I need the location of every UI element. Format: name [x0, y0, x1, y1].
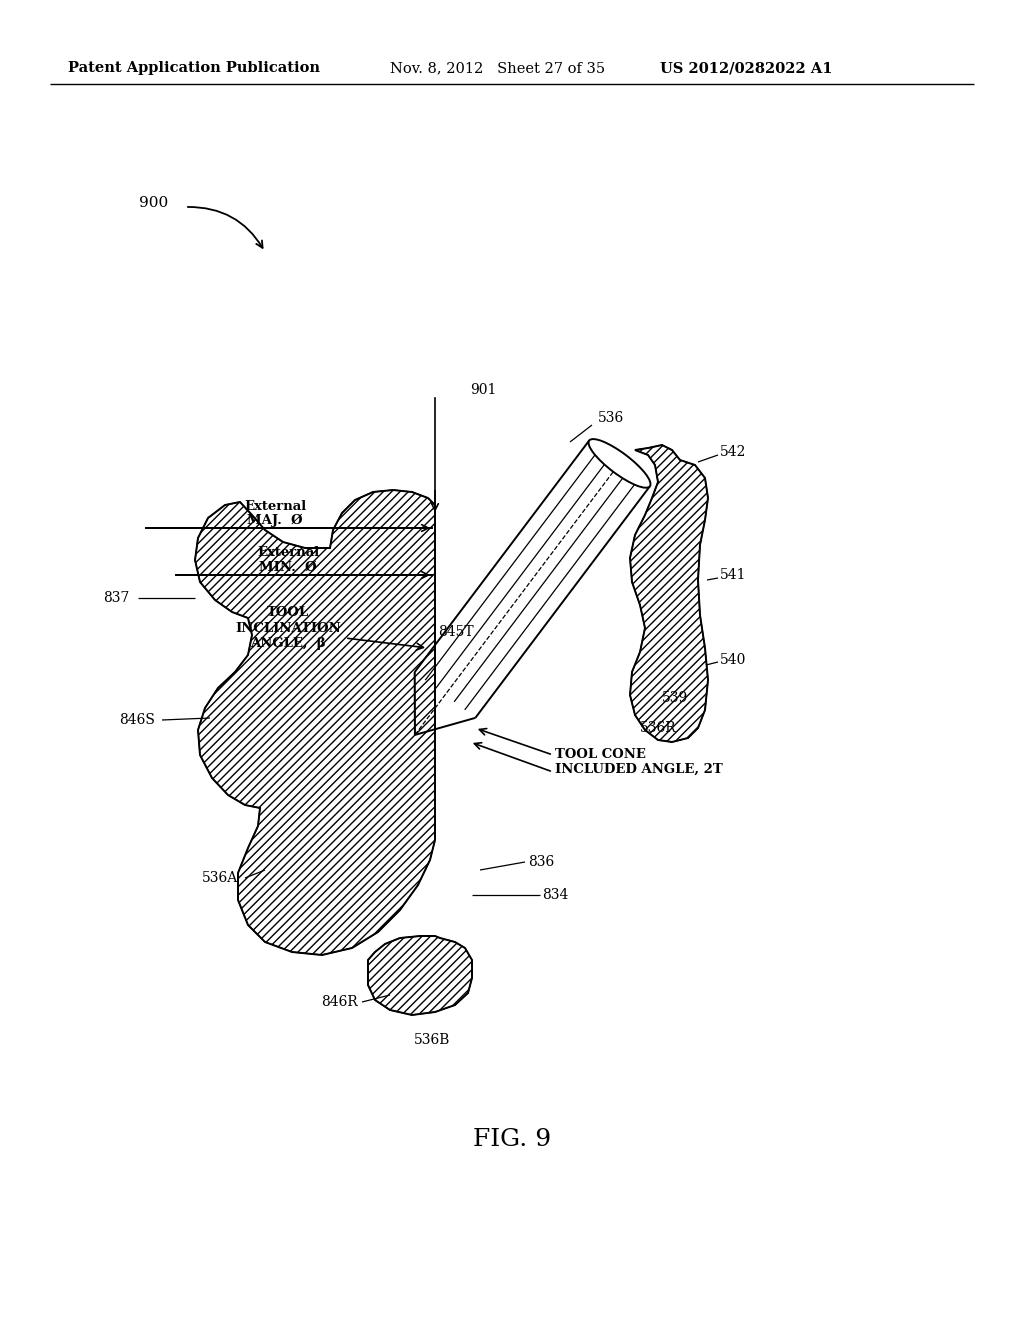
Text: FIG. 9: FIG. 9	[473, 1129, 551, 1151]
Text: 536: 536	[598, 411, 625, 425]
Polygon shape	[368, 936, 472, 1015]
Text: 540: 540	[720, 653, 746, 667]
Text: 901: 901	[470, 383, 497, 397]
Text: 845T: 845T	[438, 624, 474, 639]
Text: TOOL
INCLINATION
ANGLE,  β: TOOL INCLINATION ANGLE, β	[236, 606, 341, 649]
Text: 836: 836	[528, 855, 554, 869]
FancyArrowPatch shape	[187, 207, 262, 248]
Text: Nov. 8, 2012   Sheet 27 of 35: Nov. 8, 2012 Sheet 27 of 35	[390, 61, 605, 75]
Text: 542: 542	[720, 445, 746, 459]
Text: 536A: 536A	[202, 871, 238, 884]
Text: 846R: 846R	[322, 995, 358, 1008]
Polygon shape	[195, 490, 435, 954]
Text: 846S: 846S	[119, 713, 155, 727]
Text: Patent Application Publication: Patent Application Publication	[68, 61, 319, 75]
Text: External: External	[257, 546, 319, 560]
Ellipse shape	[589, 440, 650, 487]
Text: US 2012/0282022 A1: US 2012/0282022 A1	[660, 61, 833, 75]
Text: 539: 539	[662, 690, 688, 705]
Polygon shape	[630, 445, 708, 742]
Text: 837: 837	[103, 591, 130, 605]
Text: 536R: 536R	[640, 721, 677, 735]
Text: MAJ.  Ø: MAJ. Ø	[247, 513, 303, 527]
Text: 536B: 536B	[414, 1034, 451, 1047]
Text: TOOL CONE
INCLUDED ANGLE, 2T: TOOL CONE INCLUDED ANGLE, 2T	[555, 748, 723, 776]
Text: 900: 900	[138, 195, 168, 210]
Text: 541: 541	[720, 568, 746, 582]
Text: 834: 834	[542, 888, 568, 902]
Text: MIN.  Ø: MIN. Ø	[259, 561, 316, 573]
Text: External: External	[244, 499, 306, 512]
